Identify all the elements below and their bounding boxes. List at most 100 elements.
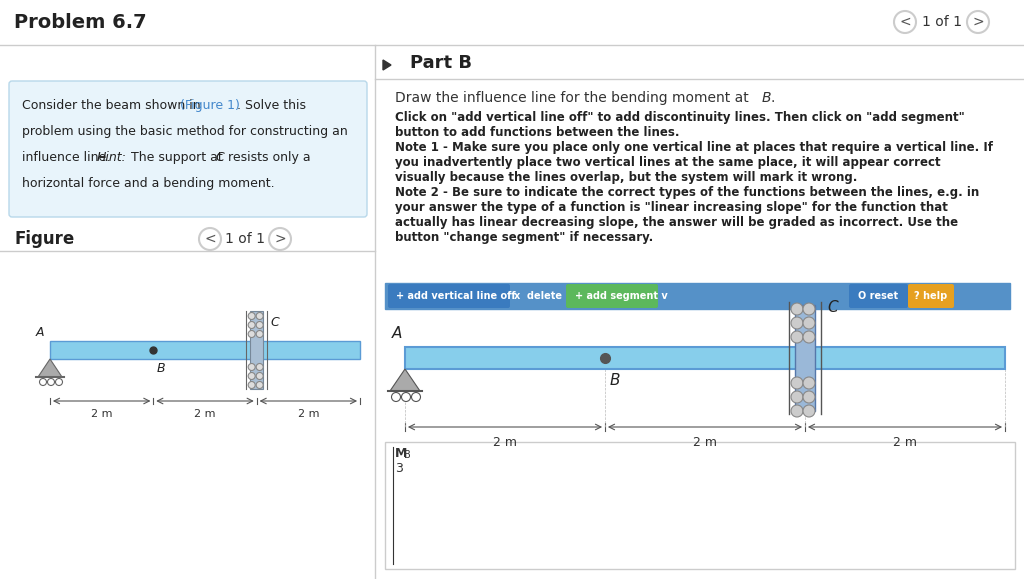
- FancyBboxPatch shape: [849, 284, 908, 308]
- Text: 2 m: 2 m: [298, 409, 319, 419]
- Circle shape: [256, 313, 263, 320]
- Bar: [795, 305, 815, 411]
- Circle shape: [803, 317, 815, 329]
- Text: C: C: [215, 151, 224, 164]
- Circle shape: [803, 377, 815, 389]
- Text: 1 of 1: 1 of 1: [225, 232, 265, 246]
- FancyBboxPatch shape: [566, 284, 658, 308]
- Circle shape: [401, 393, 411, 401]
- Text: <: <: [204, 232, 216, 246]
- Text: visually because the lines overlap, but the system will mark it wrong.: visually because the lines overlap, but …: [395, 171, 857, 184]
- Text: 1 of 1: 1 of 1: [922, 15, 962, 29]
- Text: button "change segment" if necessary.: button "change segment" if necessary.: [395, 231, 653, 244]
- Text: . Solve this: . Solve this: [237, 99, 306, 112]
- Polygon shape: [383, 60, 391, 70]
- Text: Figure: Figure: [14, 230, 75, 248]
- Text: 2 m: 2 m: [91, 409, 113, 419]
- Circle shape: [791, 391, 803, 403]
- Circle shape: [256, 364, 263, 371]
- Text: Consider the beam shown in: Consider the beam shown in: [22, 99, 205, 112]
- Text: actually has linear decreasing slope, the answer will be graded as incorrect. Us: actually has linear decreasing slope, th…: [395, 216, 958, 229]
- Text: B: B: [610, 373, 621, 388]
- Circle shape: [391, 393, 400, 401]
- Text: ? help: ? help: [914, 291, 947, 301]
- Text: problem using the basic method for constructing an: problem using the basic method for const…: [22, 125, 348, 138]
- FancyBboxPatch shape: [510, 284, 566, 308]
- Text: The support at: The support at: [127, 151, 226, 164]
- Text: Part B: Part B: [410, 54, 472, 72]
- Circle shape: [256, 372, 263, 379]
- Text: your answer the type of a function is "linear increasing slope" for the function: your answer the type of a function is "l…: [395, 201, 948, 214]
- Text: influence line.: influence line.: [22, 151, 115, 164]
- Circle shape: [248, 372, 255, 379]
- Circle shape: [55, 379, 62, 386]
- Text: 2 m: 2 m: [893, 436, 918, 449]
- Text: resists only a: resists only a: [224, 151, 310, 164]
- Circle shape: [791, 405, 803, 417]
- FancyBboxPatch shape: [908, 284, 954, 308]
- FancyBboxPatch shape: [9, 81, 367, 217]
- Text: 3: 3: [395, 462, 402, 475]
- Polygon shape: [390, 369, 420, 391]
- Circle shape: [40, 379, 46, 386]
- Text: >: >: [972, 15, 984, 29]
- Text: C: C: [827, 299, 838, 314]
- Bar: [385, 442, 1015, 569]
- Circle shape: [248, 382, 255, 389]
- Text: Hint:: Hint:: [97, 151, 127, 164]
- Text: horizontal force and a bending moment.: horizontal force and a bending moment.: [22, 177, 274, 190]
- Text: Draw the influence line for the bending moment at: Draw the influence line for the bending …: [395, 91, 753, 105]
- Circle shape: [803, 391, 815, 403]
- Circle shape: [256, 382, 263, 389]
- Text: Note 2 - Be sure to indicate the correct types of the functions between the line: Note 2 - Be sure to indicate the correct…: [395, 186, 979, 199]
- Polygon shape: [38, 359, 62, 377]
- Circle shape: [803, 303, 815, 315]
- Circle shape: [248, 364, 255, 371]
- Text: button to add functions between the lines.: button to add functions between the line…: [395, 126, 680, 139]
- Circle shape: [248, 313, 255, 320]
- Circle shape: [47, 379, 54, 386]
- Circle shape: [248, 331, 255, 338]
- Text: (Figure 1): (Figure 1): [180, 99, 240, 112]
- Text: B: B: [404, 450, 411, 460]
- Circle shape: [791, 331, 803, 343]
- Text: x  delete: x delete: [514, 291, 562, 301]
- Text: A: A: [392, 326, 402, 341]
- Text: 2 m: 2 m: [693, 436, 717, 449]
- Text: >: >: [274, 232, 286, 246]
- FancyBboxPatch shape: [388, 284, 510, 308]
- Circle shape: [791, 303, 803, 315]
- Text: Click on "add vertical line off" to add discontinuity lines. Then click on "add : Click on "add vertical line off" to add …: [395, 111, 965, 124]
- Circle shape: [791, 377, 803, 389]
- Text: O reset: O reset: [858, 291, 899, 301]
- Text: 2 m: 2 m: [195, 409, 216, 419]
- Text: <: <: [899, 15, 910, 29]
- Text: M: M: [395, 447, 408, 460]
- Text: C: C: [270, 317, 280, 329]
- Text: you inadvertently place two vertical lines at the same place, it will appear cor: you inadvertently place two vertical lin…: [395, 156, 941, 169]
- Bar: [250, 311, 263, 389]
- Text: B: B: [157, 362, 165, 375]
- Circle shape: [803, 331, 815, 343]
- Text: Note 1 - Make sure you place only one vertical line at places that require a ver: Note 1 - Make sure you place only one ve…: [395, 141, 993, 154]
- Circle shape: [269, 228, 291, 250]
- Bar: [406, 347, 1005, 369]
- Circle shape: [256, 321, 263, 328]
- Text: B: B: [762, 91, 771, 105]
- Circle shape: [199, 228, 221, 250]
- Text: A: A: [36, 326, 44, 339]
- Bar: [385, 283, 1010, 309]
- Bar: [50, 341, 360, 359]
- Text: + add vertical line off: + add vertical line off: [396, 291, 516, 301]
- Circle shape: [248, 321, 255, 328]
- Text: .: .: [771, 91, 775, 105]
- Text: Problem 6.7: Problem 6.7: [14, 13, 146, 31]
- Circle shape: [256, 331, 263, 338]
- Text: 2 m: 2 m: [493, 436, 517, 449]
- Circle shape: [791, 317, 803, 329]
- Circle shape: [967, 11, 989, 33]
- Text: + add segment v: + add segment v: [575, 291, 668, 301]
- Circle shape: [894, 11, 916, 33]
- Circle shape: [412, 393, 421, 401]
- Circle shape: [803, 405, 815, 417]
